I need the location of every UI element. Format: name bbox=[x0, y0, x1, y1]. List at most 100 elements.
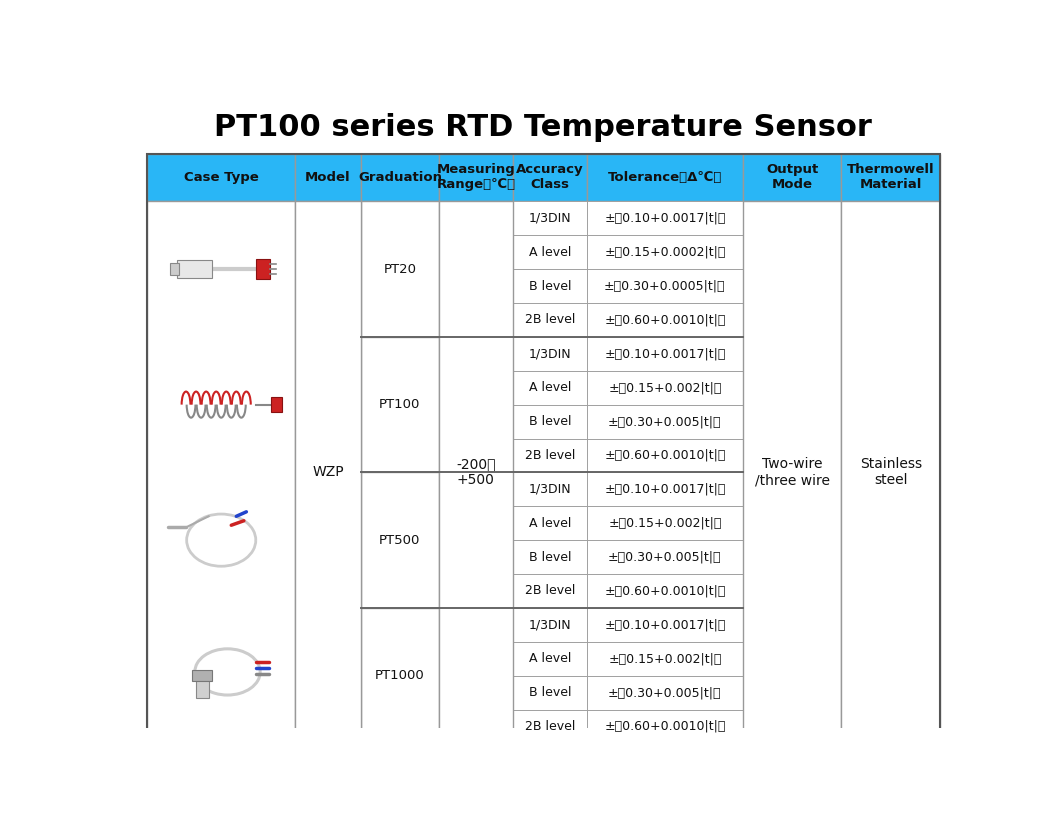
Bar bbox=[513, 201, 587, 236]
Text: 1/3DIN: 1/3DIN bbox=[529, 618, 571, 631]
Text: Model: Model bbox=[305, 171, 351, 184]
Text: ±（0.30+0.005|t|）: ±（0.30+0.005|t|） bbox=[608, 686, 722, 699]
Bar bbox=[587, 201, 743, 236]
Bar bbox=[513, 608, 587, 642]
Bar bbox=[513, 371, 587, 405]
Text: ±（0.10+0.0017|t|）: ±（0.10+0.0017|t|） bbox=[604, 483, 725, 496]
Bar bbox=[513, 154, 587, 201]
Bar bbox=[513, 405, 587, 438]
Bar bbox=[587, 540, 743, 574]
Bar bbox=[360, 154, 439, 201]
Text: ±（0.30+0.005|t|）: ±（0.30+0.005|t|） bbox=[608, 415, 722, 428]
Bar bbox=[587, 405, 743, 438]
Bar bbox=[513, 236, 587, 269]
Text: A level: A level bbox=[529, 245, 571, 258]
Text: ±（0.15+0.002|t|）: ±（0.15+0.002|t|） bbox=[608, 381, 722, 394]
Bar bbox=[587, 236, 743, 269]
Text: 1/3DIN: 1/3DIN bbox=[529, 212, 571, 225]
Text: WZP: WZP bbox=[313, 465, 343, 479]
Text: PT1000: PT1000 bbox=[375, 669, 425, 682]
Bar bbox=[587, 371, 743, 405]
Text: B level: B level bbox=[529, 551, 571, 564]
Text: 1/3DIN: 1/3DIN bbox=[529, 483, 571, 496]
Bar bbox=[743, 201, 842, 744]
Text: ±（0.30+0.005|t|）: ±（0.30+0.005|t|） bbox=[608, 551, 722, 564]
Bar bbox=[360, 201, 439, 337]
Bar bbox=[513, 472, 587, 506]
Text: ±（0.60+0.0010|t|）: ±（0.60+0.0010|t|） bbox=[604, 449, 725, 462]
Bar bbox=[513, 438, 587, 472]
Text: Accuracy
Class: Accuracy Class bbox=[516, 164, 584, 191]
Text: ±（0.60+0.0010|t|）: ±（0.60+0.0010|t|） bbox=[604, 720, 725, 733]
Bar bbox=[360, 608, 439, 744]
Text: B level: B level bbox=[529, 280, 571, 293]
Bar bbox=[439, 201, 513, 744]
Text: Stainless
steel: Stainless steel bbox=[860, 457, 922, 488]
Bar bbox=[147, 154, 295, 201]
Bar bbox=[513, 642, 587, 676]
Text: 2B level: 2B level bbox=[525, 449, 575, 462]
Bar bbox=[842, 154, 940, 201]
Text: PT500: PT500 bbox=[379, 533, 421, 546]
Text: 1/3DIN: 1/3DIN bbox=[529, 348, 571, 360]
Bar bbox=[170, 263, 179, 275]
Bar bbox=[587, 269, 743, 303]
Text: ±（0.10+0.0017|t|）: ±（0.10+0.0017|t|） bbox=[604, 618, 725, 631]
Text: ±（0.10+0.0017|t|）: ±（0.10+0.0017|t|） bbox=[604, 212, 725, 225]
Text: A level: A level bbox=[529, 652, 571, 665]
Text: PT100 series RTD Temperature Sensor: PT100 series RTD Temperature Sensor bbox=[214, 113, 872, 142]
Bar bbox=[439, 154, 513, 201]
Bar bbox=[196, 676, 209, 698]
Text: ±（0.30+0.0005|t|）: ±（0.30+0.0005|t|） bbox=[604, 280, 726, 293]
Text: ±（0.15+0.002|t|）: ±（0.15+0.002|t|） bbox=[608, 517, 722, 530]
Text: 2B level: 2B level bbox=[525, 584, 575, 597]
Text: PT20: PT20 bbox=[384, 263, 417, 276]
Text: 2B level: 2B level bbox=[525, 313, 575, 326]
Text: Tolerance（Δ℃）: Tolerance（Δ℃） bbox=[607, 171, 722, 184]
Text: ±（0.15+0.0002|t|）: ±（0.15+0.0002|t|） bbox=[604, 245, 725, 258]
Text: PT100: PT100 bbox=[379, 398, 421, 411]
Text: ±（0.60+0.0010|t|）: ±（0.60+0.0010|t|） bbox=[604, 313, 725, 326]
Bar bbox=[257, 259, 270, 279]
Text: ±（0.10+0.0017|t|）: ±（0.10+0.0017|t|） bbox=[604, 348, 725, 360]
Bar bbox=[587, 303, 743, 337]
Bar bbox=[587, 506, 743, 540]
Text: B level: B level bbox=[529, 686, 571, 699]
Bar bbox=[587, 154, 743, 201]
Text: A level: A level bbox=[529, 517, 571, 530]
Text: Graduation: Graduation bbox=[358, 171, 442, 184]
Bar bbox=[842, 201, 940, 744]
Bar bbox=[587, 574, 743, 608]
Text: ±（0.60+0.0010|t|）: ±（0.60+0.0010|t|） bbox=[604, 584, 725, 597]
Bar bbox=[513, 574, 587, 608]
Text: 2B level: 2B level bbox=[525, 720, 575, 733]
Bar bbox=[743, 154, 842, 201]
Bar bbox=[192, 671, 212, 681]
Bar bbox=[360, 472, 439, 608]
Text: Case Type: Case Type bbox=[183, 171, 259, 184]
Text: Output
Mode: Output Mode bbox=[766, 164, 818, 191]
Text: ±（0.15+0.002|t|）: ±（0.15+0.002|t|） bbox=[608, 652, 722, 665]
Bar bbox=[513, 709, 587, 744]
Text: A level: A level bbox=[529, 381, 571, 394]
Bar bbox=[587, 642, 743, 676]
Text: Thermowell
Material: Thermowell Material bbox=[847, 164, 935, 191]
Bar bbox=[587, 438, 743, 472]
Bar bbox=[587, 709, 743, 744]
Bar bbox=[513, 269, 587, 303]
Bar bbox=[587, 608, 743, 642]
Bar bbox=[513, 540, 587, 574]
Bar bbox=[513, 676, 587, 709]
Bar bbox=[513, 337, 587, 371]
Text: Measuring
Range（℃）: Measuring Range（℃） bbox=[437, 164, 515, 191]
Bar bbox=[587, 337, 743, 371]
Bar bbox=[513, 303, 587, 337]
Text: B level: B level bbox=[529, 415, 571, 428]
Bar bbox=[147, 201, 295, 744]
Bar bbox=[271, 398, 282, 412]
Bar bbox=[295, 154, 360, 201]
Bar bbox=[177, 260, 212, 278]
Bar bbox=[295, 201, 360, 744]
Text: Two-wire
/three wire: Two-wire /three wire bbox=[755, 457, 830, 488]
Bar bbox=[587, 472, 743, 506]
